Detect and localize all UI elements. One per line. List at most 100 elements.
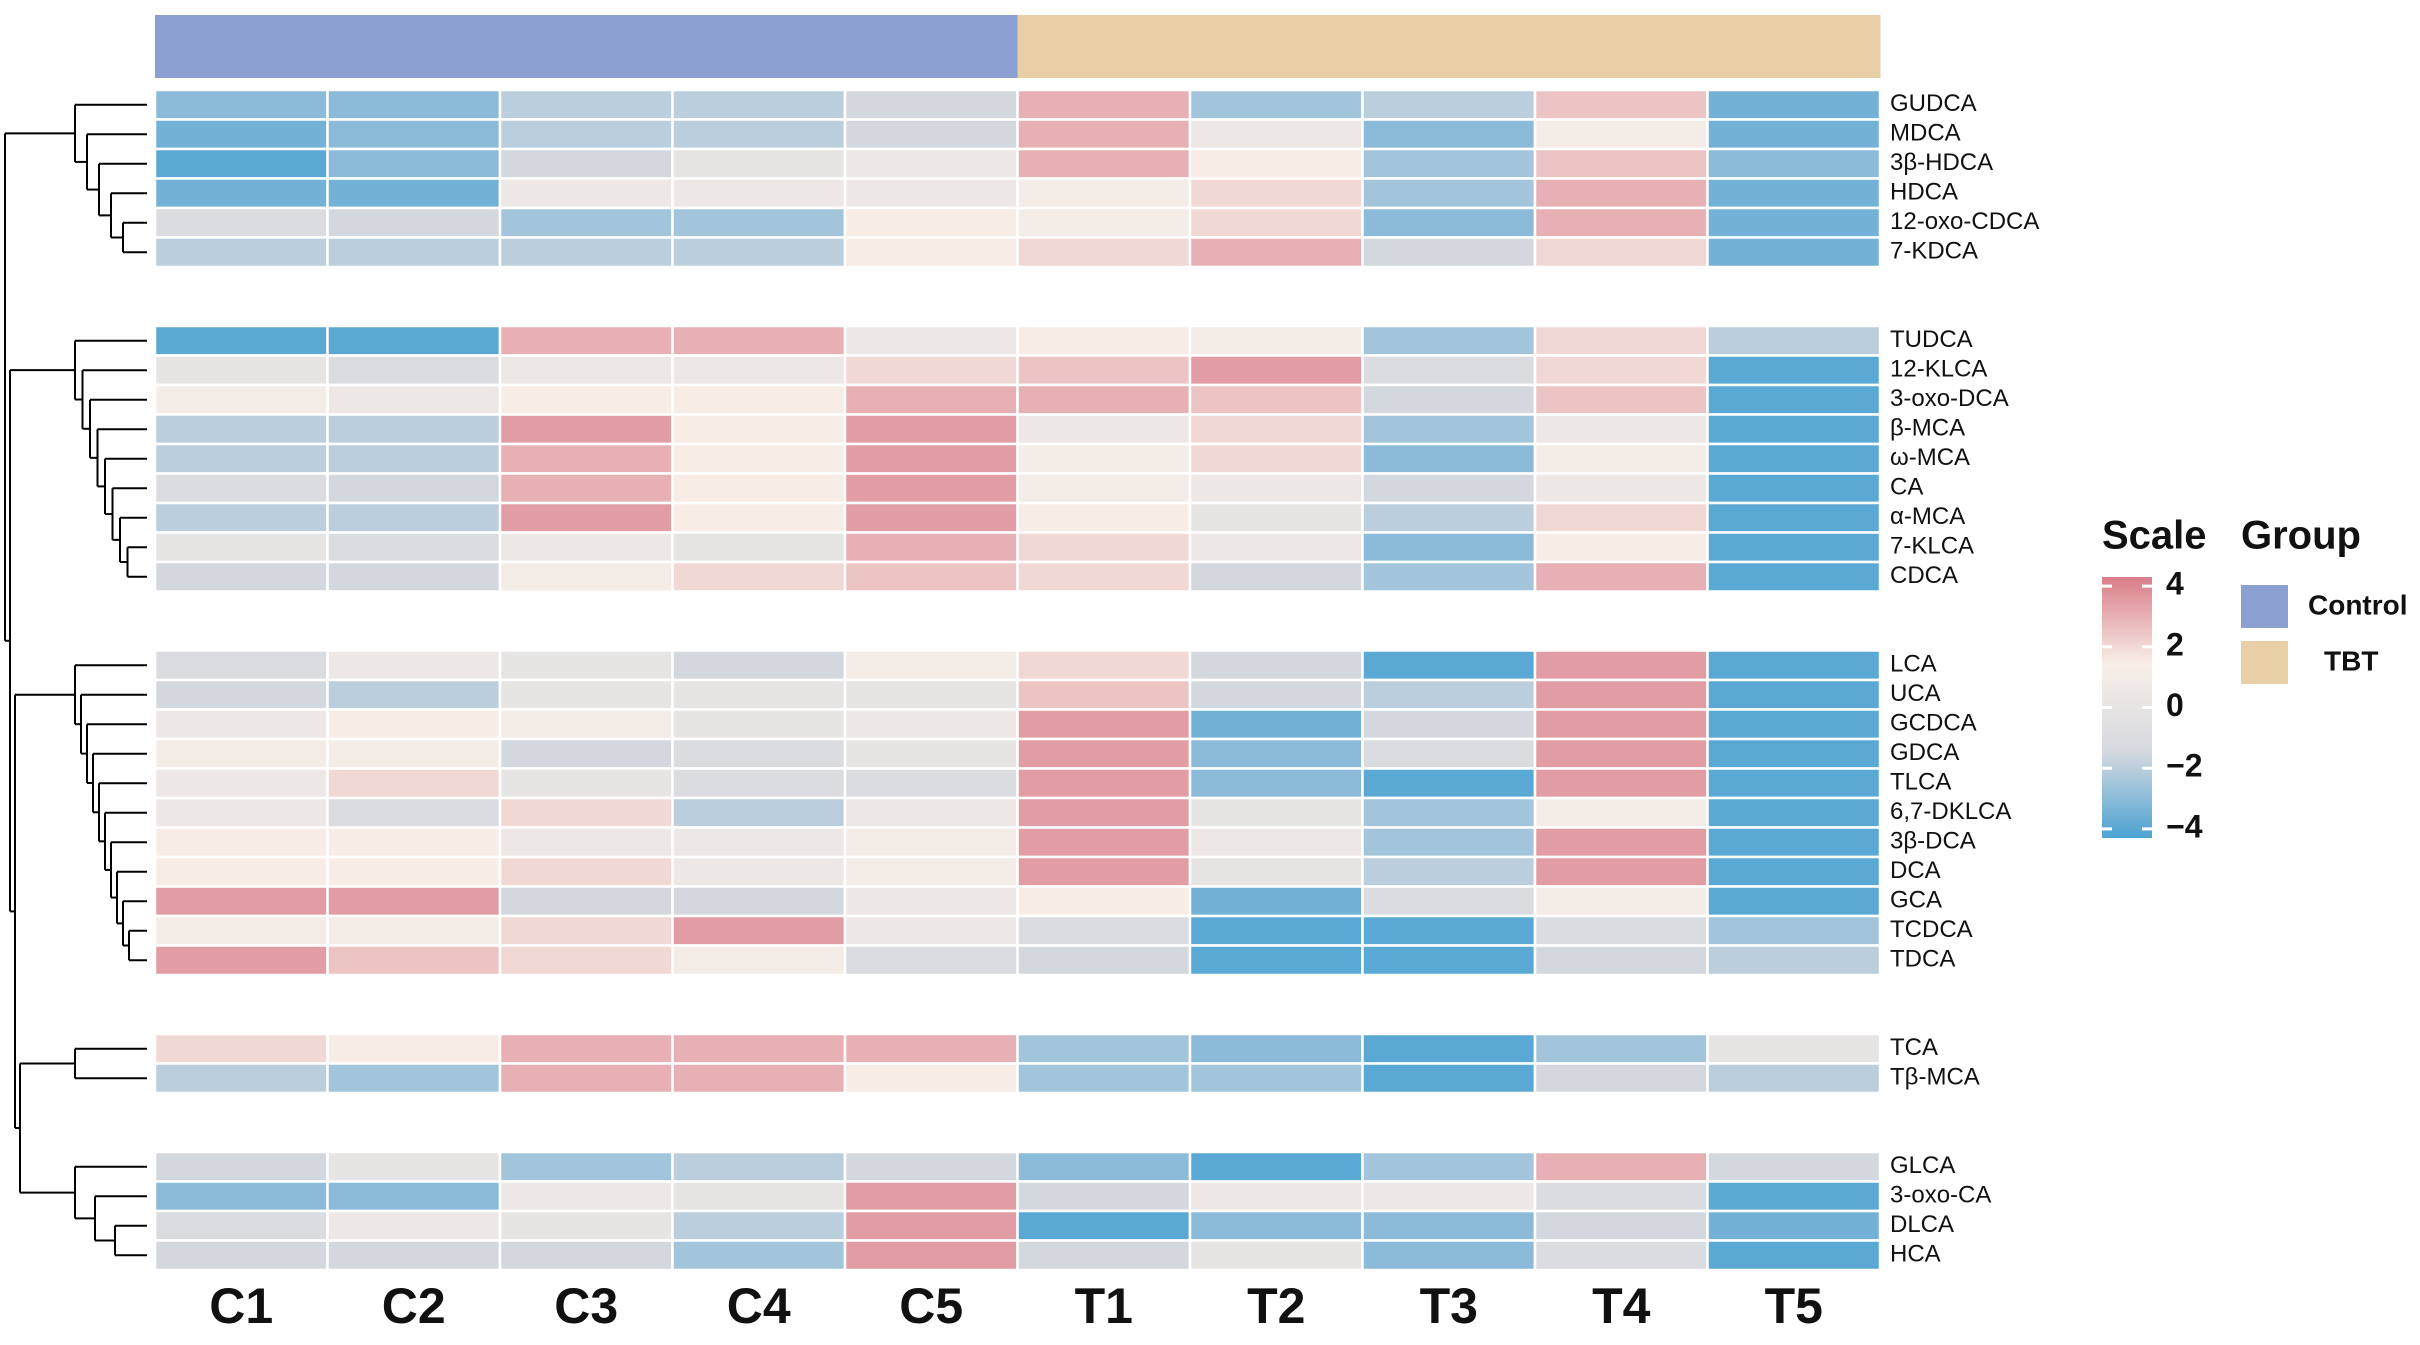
heat-cell: [1188, 472, 1364, 505]
heat-cell: [1016, 383, 1192, 416]
heat-cell: [326, 560, 502, 593]
heat-cell: [1361, 147, 1537, 180]
heat-cell: [1706, 442, 1882, 475]
heat-cell: [1706, 855, 1882, 888]
heat-cell: [671, 206, 847, 239]
row-label: TCA: [1890, 1034, 1938, 1061]
heat-cell: [498, 649, 674, 682]
heat-cell: [153, 1180, 329, 1213]
heat-cell: [1188, 383, 1364, 416]
heat-cell: [1016, 88, 1192, 121]
heat-cell: [1016, 678, 1192, 711]
heat-cell: [498, 678, 674, 711]
heat-cell: [1706, 413, 1882, 446]
heat-cell: [1533, 826, 1709, 859]
heat-cell: [498, 708, 674, 741]
heat-cell: [1533, 944, 1709, 977]
heat-cell: [1361, 236, 1537, 269]
heat-cell: [153, 767, 329, 800]
row-label: HDCA: [1890, 179, 1958, 206]
heat-cell: [1706, 944, 1882, 977]
column-label: C2: [382, 1278, 446, 1334]
color-bar-label: −2: [2166, 748, 2202, 784]
heat-cell: [1361, 737, 1537, 770]
heat-cell: [671, 944, 847, 977]
heat-cell: [1016, 1062, 1192, 1095]
heat-cell: [1533, 649, 1709, 682]
heat-cell: [1016, 206, 1192, 239]
heat-cell: [498, 1062, 674, 1095]
heat-cell: [326, 1180, 502, 1213]
heat-cell: [153, 501, 329, 534]
row-label: LCA: [1890, 651, 1937, 678]
heat-cell: [671, 147, 847, 180]
heat-cell: [1016, 501, 1192, 534]
row-label: 7-KDCA: [1890, 238, 1978, 265]
row-label: GLCA: [1890, 1152, 1955, 1179]
heat-cell: [671, 560, 847, 593]
heat-cell: [153, 560, 329, 593]
heat-cell: [1706, 678, 1882, 711]
heat-cell: [1533, 118, 1709, 151]
heat-cell: [153, 1209, 329, 1242]
heat-cell: [153, 177, 329, 210]
heat-cell: [671, 1209, 847, 1242]
heat-cell: [671, 737, 847, 770]
heat-cell: [498, 354, 674, 387]
heat-cell: [498, 88, 674, 121]
heat-cell: [671, 118, 847, 151]
heat-cell: [326, 944, 502, 977]
row-label: α-MCA: [1890, 503, 1965, 530]
scale-title: Scale: [2102, 514, 2207, 558]
heat-cell: [1188, 1062, 1364, 1095]
heat-cell: [843, 1032, 1019, 1065]
heat-cell: [326, 177, 502, 210]
heat-cell: [1361, 324, 1537, 357]
heat-cell: [1188, 826, 1364, 859]
heat-cell: [1016, 914, 1192, 947]
heat-cell: [1016, 855, 1192, 888]
heat-cell: [326, 413, 502, 446]
heat-cell: [843, 118, 1019, 151]
heat-cell: [1188, 236, 1364, 269]
heat-cell: [1533, 560, 1709, 593]
heat-cell: [153, 354, 329, 387]
heat-cell: [153, 413, 329, 446]
heat-cell: [1533, 206, 1709, 239]
heat-cell: [843, 236, 1019, 269]
heat-cell: [1361, 885, 1537, 918]
heat-cell: [153, 147, 329, 180]
heat-cell: [153, 649, 329, 682]
column-label: T4: [1592, 1278, 1651, 1334]
heat-cell: [1361, 413, 1537, 446]
heat-cell: [1188, 1239, 1364, 1272]
row-label: TCDCA: [1890, 916, 1973, 943]
heat-cell: [1361, 88, 1537, 121]
heat-cell: [153, 442, 329, 475]
heat-cell: [498, 914, 674, 947]
color-bar-label: 2: [2166, 626, 2184, 662]
heat-cell: [1361, 560, 1537, 593]
heat-cell: [671, 354, 847, 387]
heat-cell: [843, 383, 1019, 416]
heat-cell: [1188, 442, 1364, 475]
heat-cell: [153, 796, 329, 829]
heat-cell: [1361, 708, 1537, 741]
heat-cell: [326, 708, 502, 741]
heat-cell: [1016, 885, 1192, 918]
heat-cell: [1361, 1180, 1537, 1213]
heat-cell: [1706, 796, 1882, 829]
heat-cell: [326, 1032, 502, 1065]
heat-cell: [326, 737, 502, 770]
heat-cell: [326, 531, 502, 564]
color-bar-label: 4: [2166, 566, 2184, 602]
heat-cell: [1188, 678, 1364, 711]
heat-cell: [671, 1180, 847, 1213]
row-label: GCA: [1890, 887, 1942, 914]
heat-cell: [498, 206, 674, 239]
group-cell: [845, 15, 1018, 78]
heat-cell: [1533, 1032, 1709, 1065]
heat-cell: [153, 708, 329, 741]
heat-cell: [843, 472, 1019, 505]
row-label: GDCA: [1890, 739, 1959, 766]
